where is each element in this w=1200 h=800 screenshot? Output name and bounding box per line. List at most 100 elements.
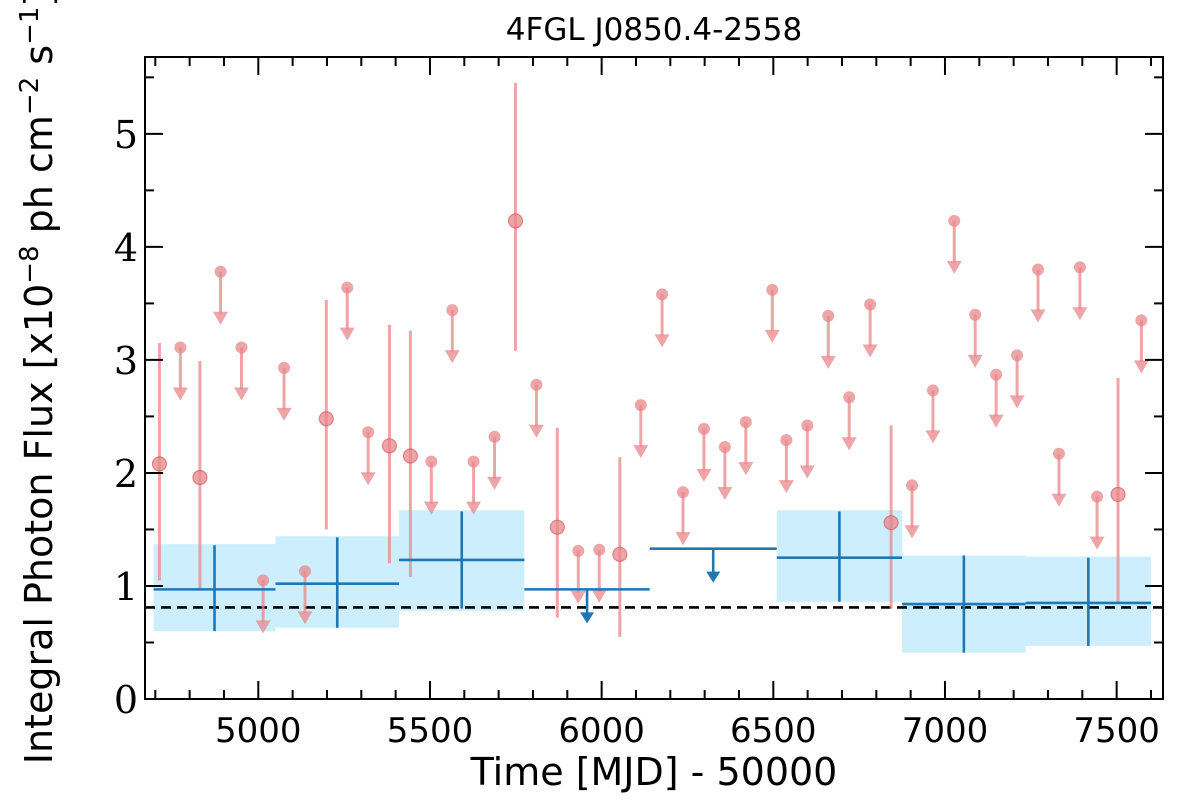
plot-frame <box>144 56 1164 700</box>
y-tick-label: 2 <box>114 452 138 496</box>
upper-limit-point <box>1135 314 1148 327</box>
detection-point <box>151 456 168 472</box>
upper-limit-point <box>1073 261 1086 274</box>
upper-limit-arrowhead <box>1009 395 1025 409</box>
upper-limit-arrowhead <box>213 311 229 325</box>
upper-limit-arrowhead <box>1030 309 1046 323</box>
upper-limit-arrowhead <box>675 532 691 546</box>
upper-limit-point <box>1091 490 1104 503</box>
upper-limit-arrowhead <box>1133 360 1149 374</box>
upper-limit-point <box>739 416 752 429</box>
upper-limit-point <box>341 281 354 294</box>
upper-limit-point <box>843 391 856 404</box>
upper-limit-arrowhead <box>654 334 670 348</box>
y-tick-label: 4 <box>114 226 138 270</box>
upper-limit-point <box>1032 263 1045 276</box>
upper-limit-point <box>278 361 291 374</box>
upper-limit-point <box>1011 349 1024 362</box>
plot-area <box>145 82 1163 653</box>
upper-limit-arrowhead <box>841 437 857 451</box>
upper-limit-point <box>572 544 585 557</box>
y-tick-label: 5 <box>114 113 138 157</box>
x-tick-label: 7500 <box>1073 711 1160 751</box>
upper-limit-point <box>634 399 647 412</box>
y-tick-label: 1 <box>114 565 138 609</box>
upper-limit-point <box>906 479 919 492</box>
upper-limit-point <box>677 486 690 499</box>
upper-limit-arrowhead <box>276 407 292 421</box>
upper-limit-arrowhead <box>1089 536 1105 550</box>
detection-point <box>192 469 208 486</box>
long-upper-limit-arrowhead <box>580 612 595 624</box>
upper-limit-point <box>214 265 227 278</box>
upper-limit-arrowhead <box>591 589 607 603</box>
upper-limit-arrowhead <box>423 501 439 515</box>
y-axis-label-exp2: −2 <box>15 77 45 115</box>
upper-limit-point <box>766 283 779 296</box>
long-upper-limit-arrowhead <box>706 571 721 583</box>
upper-limit-point <box>257 574 270 587</box>
upper-limit-arrowhead <box>1051 493 1067 507</box>
upper-limit-point <box>822 309 835 322</box>
upper-limit-arrowhead <box>696 468 712 482</box>
upper-limit-arrowhead <box>360 472 376 486</box>
chart-title: 4FGL J0850.4-2558 <box>506 12 802 48</box>
axis-ticks: 5000 5500 6000 6500 7000 7500 0 1 2 3 4 5 <box>114 57 1163 751</box>
x-tick-label: 6500 <box>730 711 817 751</box>
upper-limit-arrowhead <box>297 611 313 625</box>
upper-limit-point <box>467 455 480 468</box>
upper-limit-arrowhead <box>339 327 355 341</box>
upper-limit-arrowhead <box>764 329 780 343</box>
upper-limit-arrowhead <box>528 424 544 438</box>
upper-limit-arrowhead <box>255 620 271 634</box>
upper-limit-arrowhead <box>862 344 878 358</box>
upper-limit-arrowhead <box>444 350 460 364</box>
y-axis-label-end: ] <box>17 0 61 7</box>
upper-limit-arrowhead <box>946 260 962 274</box>
detection-point <box>883 515 899 531</box>
detection-point <box>549 519 565 535</box>
detection-point <box>507 213 524 229</box>
upper-limit-arrowhead <box>738 462 754 476</box>
x-tick-label: 5000 <box>215 711 302 751</box>
upper-limit-arrowhead <box>172 387 188 401</box>
detection-point <box>318 411 334 427</box>
y-axis-label-exp1: −8 <box>15 245 45 283</box>
upper-limit-point <box>718 440 731 453</box>
upper-limit-arrowhead <box>570 590 586 604</box>
y-tick-label: 0 <box>114 678 138 722</box>
upper-limit-point <box>926 384 939 397</box>
upper-limit-point <box>656 288 669 301</box>
y-axis-label: Integral Photon Flux [x10−8 ph cm−2 s−1] <box>15 0 61 764</box>
upper-limit-point <box>948 214 961 227</box>
x-tick-label: 7000 <box>902 711 989 751</box>
detection-point <box>612 546 628 562</box>
upper-limit-arrowhead <box>904 525 920 539</box>
upper-limit-arrowhead <box>967 354 983 368</box>
upper-limit-arrowhead <box>233 387 249 401</box>
upper-limit-arrowhead <box>1072 307 1088 321</box>
y-axis-label-exp3: −1 <box>15 7 45 45</box>
upper-limit-point <box>298 565 311 578</box>
upper-limit-arrowhead <box>717 486 733 500</box>
upper-limit-arrowhead <box>925 430 941 444</box>
upper-limit-point <box>446 304 459 317</box>
x-axis-label: Time [MJD] - 50000 <box>470 750 838 794</box>
upper-limit-point <box>1052 447 1065 460</box>
upper-limit-point <box>990 368 1003 381</box>
upper-limit-point <box>801 419 814 432</box>
x-tick-label: 5500 <box>387 711 474 751</box>
upper-limit-arrowhead <box>466 501 482 515</box>
upper-limit-arrowhead <box>988 414 1004 428</box>
upper-limit-point <box>488 430 501 443</box>
y-axis-label-main: Integral Photon Flux [x10 <box>17 284 61 765</box>
upper-limit-point <box>425 455 438 468</box>
upper-limit-point <box>362 426 375 439</box>
upper-limit-point <box>174 341 187 354</box>
x-tick-label: 6000 <box>558 711 645 751</box>
upper-limit-point <box>593 543 606 556</box>
detection-point <box>402 448 419 464</box>
upper-limit-arrowhead <box>799 465 815 479</box>
y-axis-label-mid2: s <box>17 45 61 77</box>
